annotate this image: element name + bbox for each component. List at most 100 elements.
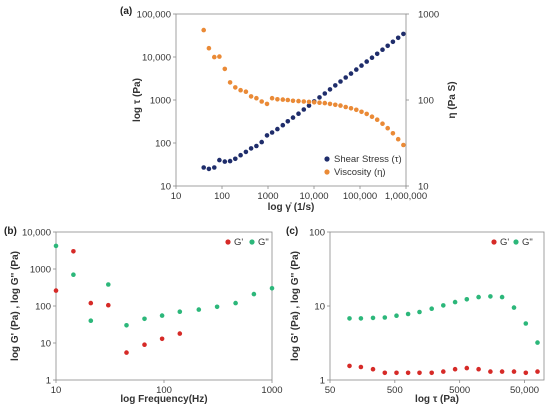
panel-a-point-shear-stress <box>227 158 233 164</box>
panel-a-point-viscosity <box>374 117 380 122</box>
panel-a-point-viscosity <box>327 101 333 107</box>
panel-b-point-g <box>269 286 275 291</box>
panel-c-plot-frame <box>329 231 545 381</box>
panel-a-point-viscosity <box>280 97 286 102</box>
panel-b-legend-label-g-double-prime: G" <box>258 237 269 248</box>
panel-a-legend-label-viscosity: Viscosity (η) <box>334 167 386 178</box>
panel-c-legend: G' G" <box>491 237 533 248</box>
panel-a-point-shear-stress <box>243 149 249 155</box>
panel-a-point-viscosity <box>222 66 228 72</box>
panel-a-point-shear-stress <box>359 63 364 68</box>
panel-a-point-shear-stress <box>201 165 206 170</box>
panel-b-x-tick-label: 100 <box>156 385 172 396</box>
panel-b-x-tick-label: 1000 <box>261 385 282 396</box>
panel-b-point-g <box>88 300 94 306</box>
panel-b-point-g <box>71 272 76 278</box>
panel-a-x-tick-label: 10,000 <box>299 191 328 202</box>
panel-a-point-shear-stress <box>264 133 270 138</box>
panel-c-point-g <box>464 297 470 302</box>
panel-a-point-viscosity <box>301 99 307 104</box>
panel-b-y-tick-label: 10,000 <box>22 228 51 239</box>
panel-a-point-viscosity <box>395 136 401 142</box>
panel-c-point-g <box>523 370 529 376</box>
panel-c-point-g <box>488 294 493 299</box>
panel-a-point-viscosity <box>348 106 354 111</box>
panel-c-legend-label-g-double-prime: G" <box>522 237 533 248</box>
panel-a-y-tick-label: 100 <box>155 139 171 150</box>
panel-a-point-viscosity <box>296 98 301 104</box>
panel-a-point-viscosity <box>290 98 296 104</box>
panel-c-point-g <box>358 364 364 370</box>
panel-c-x-tick-label: 50,000 <box>510 385 539 396</box>
panel-a-point-viscosity <box>275 97 280 102</box>
panel-a-point-viscosity <box>259 99 265 104</box>
panel-c-point-g <box>417 370 422 376</box>
panel-a-point-viscosity <box>333 102 338 108</box>
panel-c-point-g <box>370 315 376 321</box>
panel-a-point-viscosity <box>317 100 322 105</box>
panel-c-point-g <box>347 363 352 369</box>
panel-c-point-g <box>370 366 376 372</box>
panel-b-y-tick-label: 10 <box>40 339 51 350</box>
panel-a-point-viscosity <box>269 95 275 101</box>
panel-a-legend-label-shear-stress: Shear Stress (τ) <box>334 154 402 165</box>
panel-b-legend-marker-g-prime <box>225 239 231 245</box>
panel-c-point-g <box>394 370 399 376</box>
panel-a-point-viscosity <box>359 109 364 115</box>
panel-a-point-shear-stress <box>317 95 322 100</box>
panel-c-x-axis-title: log τ (Pa) <box>415 394 459 405</box>
panel-a-point-shear-stress <box>390 39 396 45</box>
panel-b-y-tick-label: 100 <box>35 302 51 313</box>
panel-c-point-g <box>499 369 505 374</box>
panel-b-point-g <box>233 300 238 306</box>
panel-b-legend: G' G" <box>225 237 269 248</box>
panel-c-point-g <box>535 369 540 374</box>
panel-b-x-axis-title: log Frequency(Hz) <box>120 394 207 405</box>
panel-c-point-g <box>499 294 505 300</box>
panel-a-point-viscosity <box>322 100 328 106</box>
panel-a-point-shear-stress <box>343 75 349 80</box>
panel-a-point-shear-stress <box>212 165 217 170</box>
panel-a-point-shear-stress <box>374 51 380 57</box>
panel-b-point-g <box>177 309 183 315</box>
panel-c-x-tick-label: 50 <box>325 385 336 396</box>
panel-a-point-viscosity <box>238 87 243 93</box>
panel-a-y-tick-label: 10 <box>160 182 171 193</box>
panel-a-x-tick-label: 1000 <box>257 191 278 202</box>
panel-c-x-tick-label: 500 <box>387 385 403 396</box>
panel-a-point-viscosity <box>369 114 375 119</box>
panel-b-point-g <box>251 291 257 297</box>
panel-a-point-shear-stress <box>333 83 338 88</box>
panel-a-point-shear-stress <box>254 143 259 149</box>
panel-a-point-shear-stress <box>275 126 280 132</box>
panel-b-point-g <box>159 313 165 318</box>
panel-a-point-viscosity <box>364 111 370 117</box>
panel-a-point-viscosity <box>201 27 206 33</box>
panel-a-y2-axis-title: η (Pa S) <box>447 81 458 118</box>
panel-b-point-g <box>53 288 59 293</box>
panel-a-data-points <box>201 27 406 172</box>
panel-c-point-g <box>358 316 364 321</box>
panel-c-point-g <box>417 309 422 315</box>
panel-c-legend-label-g-prime: G' <box>500 237 509 248</box>
panel-a-legend: Shear Stress (τ) Viscosity (η) <box>324 154 402 178</box>
panel-a-point-viscosity <box>306 99 312 105</box>
panel-a-point-shear-stress <box>369 55 375 60</box>
panel-b-point-g <box>177 331 183 336</box>
panel-c-legend-marker-g-prime <box>491 239 497 245</box>
panel-a-shear-viscosity: (a) 10 100 1000 10,000 100,000 1,000,00010100… <box>120 6 458 213</box>
panel-b-y-axis-title: log G' (Pa) , log G'' (Pa) <box>10 251 21 361</box>
panel-a-y2-tick-label: 1000 <box>418 10 439 21</box>
panel-c-y-tick-label: 100 <box>309 228 325 239</box>
panel-a-x-tick-label: 100,000 <box>343 191 377 202</box>
panel-a-point-viscosity <box>380 121 385 126</box>
panel-a-point-shear-stress <box>248 146 254 151</box>
panel-a-y-tick-label: 1000 <box>150 96 171 107</box>
panel-a-y-tick-label: 100,000 <box>137 10 171 21</box>
panel-a-point-shear-stress <box>222 159 228 164</box>
panel-a-point-shear-stress <box>354 67 359 72</box>
panel-b-point-g <box>124 323 129 328</box>
panel-c-point-g <box>523 321 529 326</box>
